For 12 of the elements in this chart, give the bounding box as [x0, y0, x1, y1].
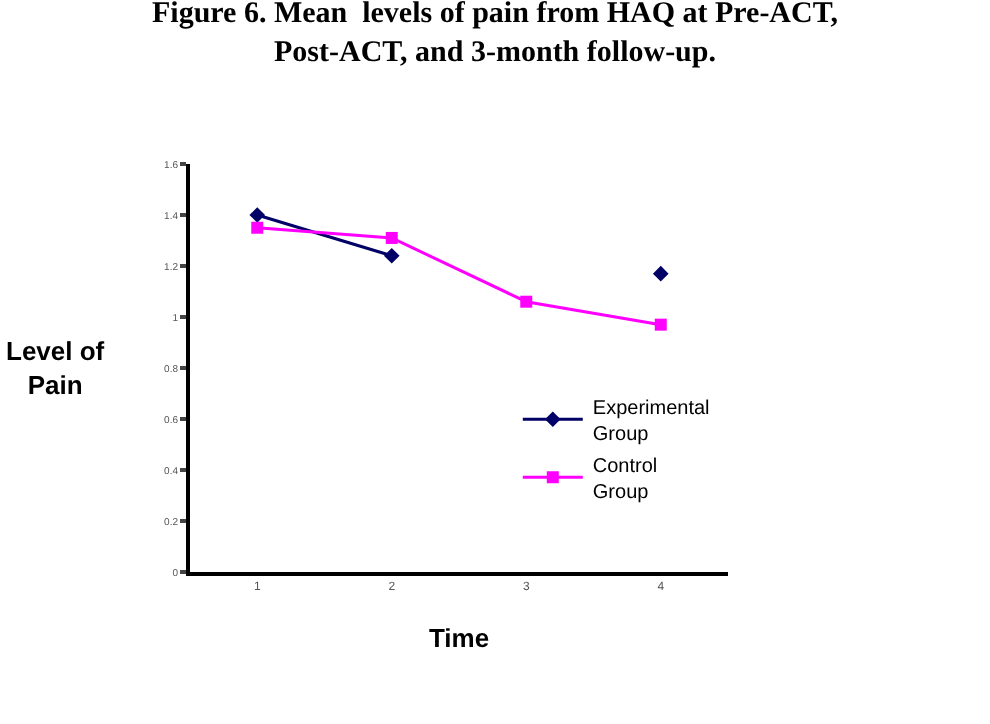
point [383, 248, 400, 264]
point [251, 221, 264, 234]
x-axis-title: Time [428, 622, 490, 653]
point [520, 295, 533, 308]
legend-label: Experimental Group [592, 398, 710, 447]
chart-title: Figure 6. Mean levels of pain from HAQ at Pre-ACT, Post-ACT, and 3-month follow-up. [151, 0, 839, 69]
point [654, 318, 667, 331]
legend-label: Control Group [592, 456, 658, 505]
point [652, 265, 669, 282]
y-axis-title: Level of Pain [6, 336, 106, 400]
point [385, 231, 398, 244]
point [249, 207, 266, 223]
